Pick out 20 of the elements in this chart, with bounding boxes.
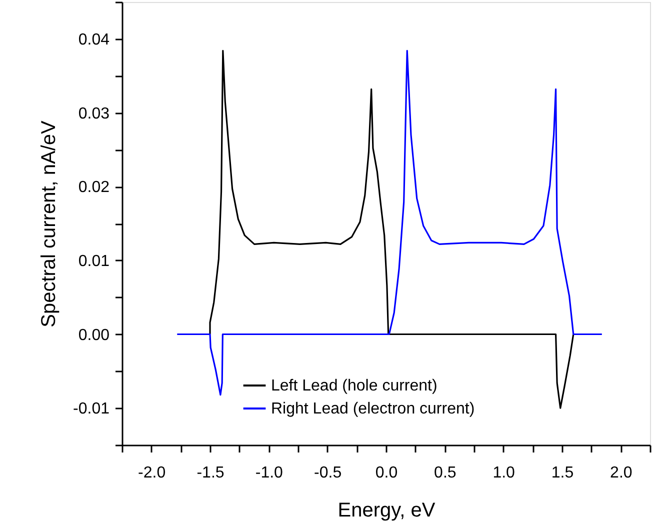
x-tick-label: 2.0 [610, 464, 632, 482]
y-tick-label: 0.00 [78, 326, 110, 344]
x-tick-label: 0.5 [434, 464, 456, 482]
y-tick-label: 0.01 [78, 252, 110, 270]
legend-label: Right Lead (electron current) [271, 400, 475, 418]
x-tick-label: 0.0 [375, 464, 398, 482]
line-series [176, 50, 603, 396]
x-axis-title: Energy, eV [338, 500, 436, 522]
x-tick-label: -1.5 [196, 464, 224, 482]
y-tick-label: 0.02 [78, 179, 110, 196]
y-tick-label: 0.03 [78, 105, 110, 122]
x-tick-label: -0.5 [314, 464, 342, 482]
x-tick-label: 1.0 [492, 464, 516, 482]
x-tick-label: 1.5 [551, 464, 574, 482]
legend-label: Left Lead (hole current) [271, 378, 438, 394]
y-axis-title: Spectral current, nA/eV [38, 120, 60, 328]
y-tick-label: -0.01 [73, 400, 110, 418]
x-tick-label: -2.0 [138, 464, 166, 482]
y-tick-label: 0.04 [78, 31, 110, 48]
x-tick-label: -1.0 [255, 464, 284, 482]
